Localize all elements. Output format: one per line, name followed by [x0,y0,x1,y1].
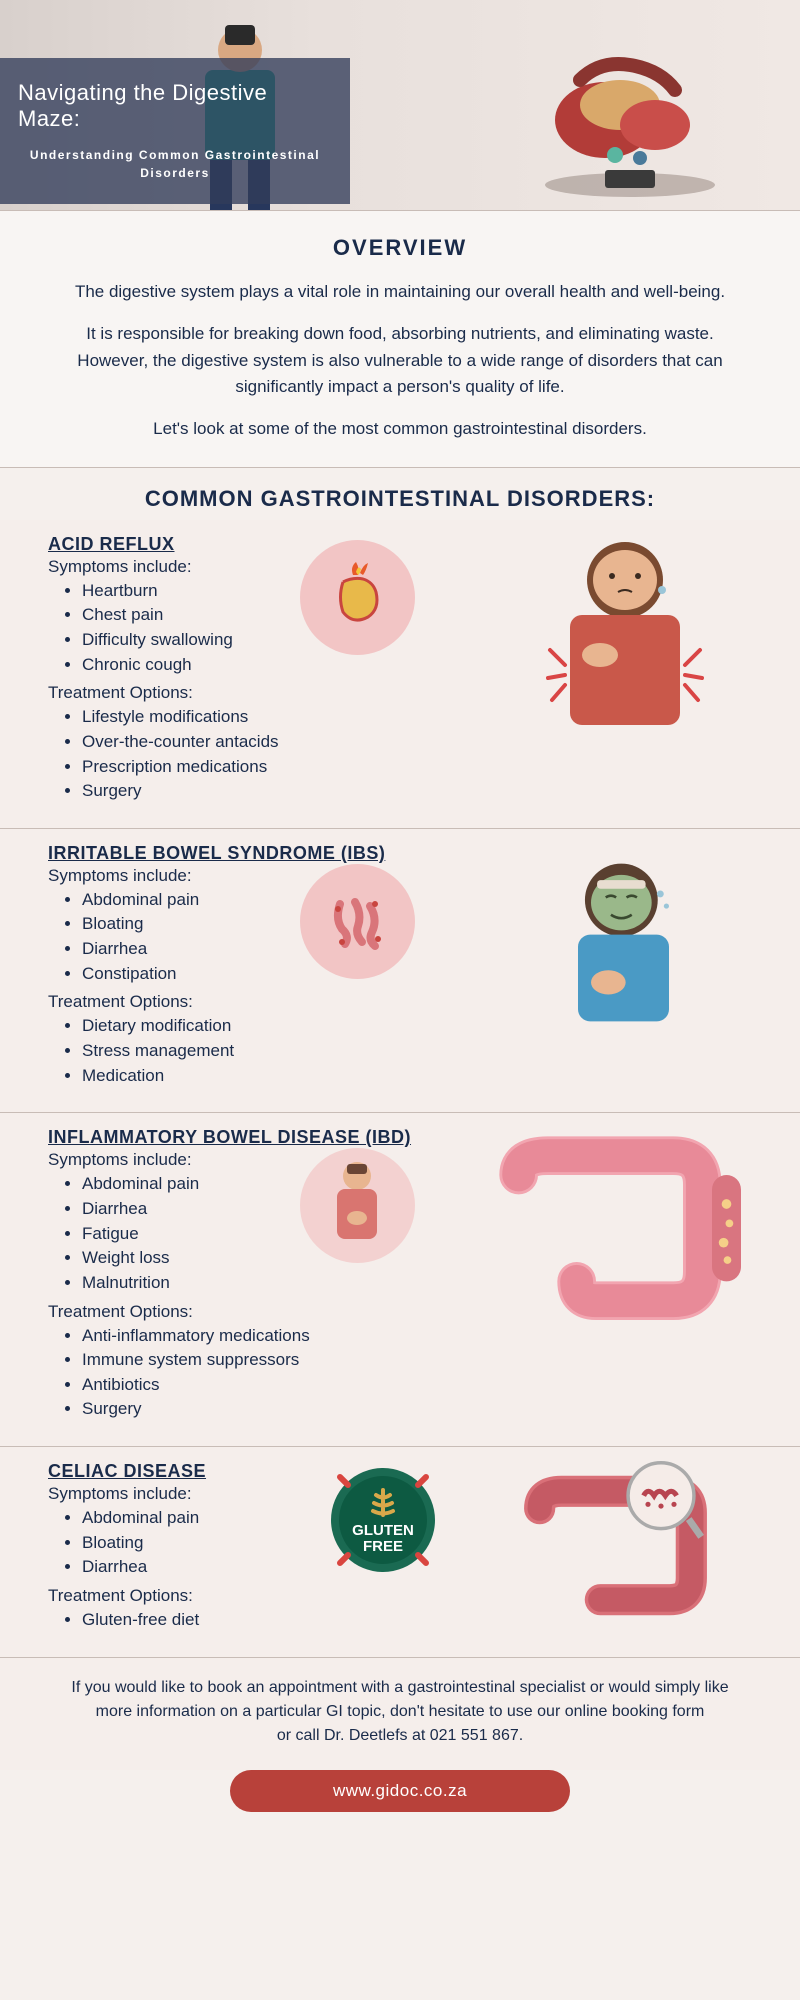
hero-title: Navigating the Digestive Maze: [18,80,332,132]
hero-subtitle: Understanding Common Gastrointestinal Di… [18,146,332,182]
nausea-illustration [500,839,760,1039]
intestine-magnify-illustration [505,1452,765,1652]
disorders-heading: COMMON GASTROINTESTINAL DISORDERS: [0,486,800,512]
gluten-free-icon: GLUTEN FREE [325,1462,440,1577]
list-item: Over-the-counter antacids [82,730,752,755]
overview-p4: Let's look at some of the most common ga… [48,416,752,442]
footer-text-2: or call Dr. Deetlefs at 021 551 867. [277,1727,523,1744]
woman-abdomen-icon [300,1148,415,1263]
overview-p2: It is responsible for breaking down food… [48,321,752,347]
svg-text:FREE: FREE [362,1538,402,1555]
treat-list: Anti-inflammatory medications Immune sys… [82,1324,752,1423]
hero-section: Navigating the Digestive Maze: Understan… [0,0,800,210]
list-item: Stress management [82,1039,752,1064]
disorder-celiac: CELIAC DISEASE Symptoms include: Abdomin… [0,1447,800,1658]
chest-pain-illustration [470,530,770,730]
overview-p1: The digestive system plays a vital role … [48,279,752,305]
list-item: Surgery [82,779,752,804]
hero-anatomy-model [520,30,740,200]
colon-illustration [480,1133,770,1333]
overview-section: OVERVIEW The digestive system plays a vi… [0,210,800,468]
disorder-ibd: INFLAMMATORY BOWEL DISEASE (IBD) Symptom… [0,1113,800,1447]
list-item: Medication [82,1064,752,1089]
website-url[interactable]: www.gidoc.co.za [230,1770,570,1812]
list-item: Prescription medications [82,755,752,780]
hero-title-box: Navigating the Digestive Maze: Understan… [0,58,350,204]
list-item: Antibiotics [82,1373,752,1398]
disorder-ibs: IRRITABLE BOWEL SYNDROME (IBS) Symptoms … [0,829,800,1113]
overview-heading: OVERVIEW [48,235,752,261]
list-item: Surgery [82,1397,752,1422]
svg-text:GLUTEN: GLUTEN [352,1522,414,1539]
footer-section: If you would like to book an appointment… [0,1658,800,1770]
overview-p3: However, the digestive system is also vu… [48,348,752,401]
intestine-icon [300,864,415,979]
list-item: Immune system suppressors [82,1348,752,1373]
footer-text-1: If you would like to book an appointment… [71,1679,728,1720]
stomach-fire-icon [300,540,415,655]
disorder-acid-reflux: ACID REFLUX Symptoms include: Heartburn … [0,520,800,829]
